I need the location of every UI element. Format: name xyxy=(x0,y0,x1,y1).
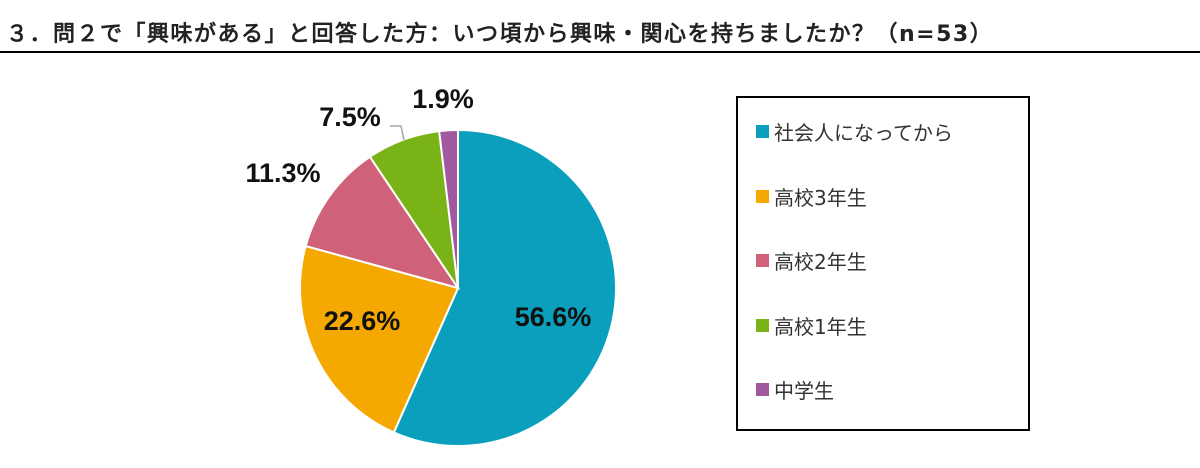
data-label-3: 11.3% xyxy=(245,158,320,188)
legend-swatch xyxy=(756,124,769,138)
legend-label: 高校3年生 xyxy=(774,185,867,210)
legend-item-2: 高校3年生 xyxy=(756,183,867,210)
legend-label: 高校1年生 xyxy=(774,314,867,339)
pie-slice-5 xyxy=(438,128,459,289)
data-label-5: 1.9% xyxy=(412,84,474,114)
legend-item-1: 社会人になってから xyxy=(756,118,953,145)
legend-item-4: 高校1年生 xyxy=(756,312,867,339)
legend-label: 社会人になってから xyxy=(774,120,953,145)
pie-slice-2 xyxy=(299,244,460,434)
data-label-4: 7.5% xyxy=(319,102,381,132)
legend-swatch xyxy=(756,189,769,203)
title-underline xyxy=(0,51,1200,53)
legend-label: 中学生 xyxy=(774,378,834,403)
pie-slice-3 xyxy=(304,155,461,290)
pie-slice-1 xyxy=(392,128,617,447)
legend-label: 高校2年生 xyxy=(774,249,867,274)
legend-swatch xyxy=(756,382,769,396)
chart-title: ３．問２で「興味がある」と回答した方：いつ頃から興味・関心を持ちましたか？（n=… xyxy=(6,22,994,47)
legend-swatch xyxy=(756,318,769,332)
legend: 社会人になってから 高校3年生高校2年生高校1年生中学生 xyxy=(736,96,1030,431)
leader-line xyxy=(390,125,405,141)
legend-item-3: 高校2年生 xyxy=(756,247,867,274)
legend-swatch xyxy=(756,253,769,267)
data-label-1: 56.6% xyxy=(515,302,592,332)
data-label-2: 22.6% xyxy=(324,306,401,336)
legend-item-5: 中学生 xyxy=(756,376,834,403)
